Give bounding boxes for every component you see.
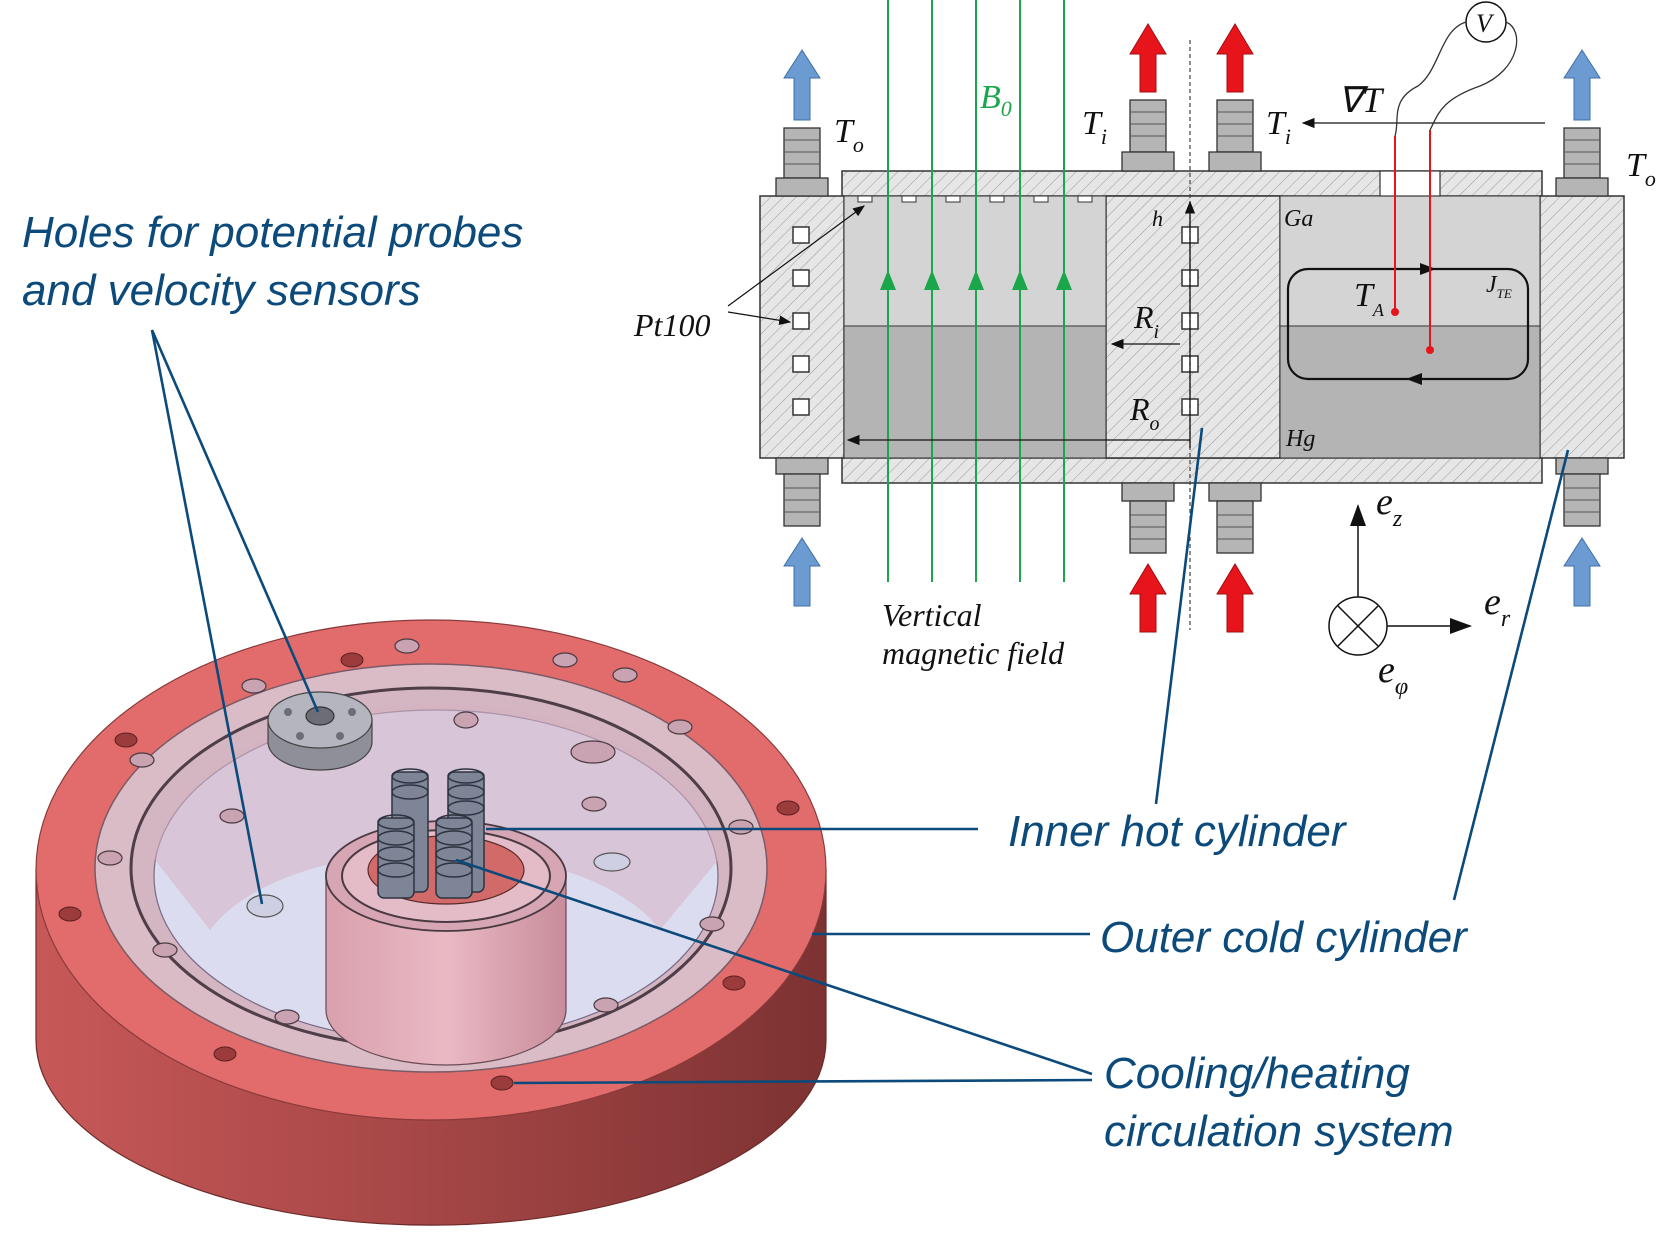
- ti-label-left: Ti: [1082, 105, 1107, 149]
- fittings: [775, 99, 1609, 554]
- cad-model: [35, 619, 827, 1226]
- gallium-layer-right: [1279, 195, 1541, 327]
- ta-label: TA: [1354, 277, 1385, 320]
- grad-t-label: ∇T: [1338, 80, 1385, 120]
- probe-wire-2: [1429, 21, 1518, 131]
- to-label-right: To: [1626, 147, 1656, 191]
- probe-wire-1: [1394, 21, 1467, 137]
- probe-tip-1: [1391, 308, 1399, 316]
- ri-label: Ri: [1133, 299, 1159, 343]
- er-label: er: [1484, 581, 1511, 632]
- ti-label-right: Ti: [1266, 105, 1291, 149]
- holes-callout-line2: and velocity sensors: [22, 266, 421, 315]
- cross-section-schematic: B0 To To Ti Ti ∇T V h Ga Hg Ri Ro TA JTE…: [633, 0, 1656, 700]
- pt100-label: Pt100: [633, 307, 710, 343]
- vertical-field-label-2: magnetic field: [882, 635, 1065, 671]
- field-arrowheads: [880, 270, 1072, 290]
- pt100-sensors-left: [792, 226, 810, 416]
- mercury-layer-right: [1279, 325, 1541, 459]
- ring-bolt-holes: [58, 652, 800, 1091]
- probe-tip-2: [1426, 346, 1434, 354]
- bottom-lid: [841, 457, 1543, 484]
- ez-label: ez: [1376, 481, 1403, 532]
- ephi-cross-b: [1337, 605, 1379, 647]
- cold-flow-arrows: [783, 49, 1601, 607]
- ro-label: Ro: [1129, 391, 1160, 435]
- inner-cylinder-callout: Inner hot cylinder: [1008, 807, 1348, 856]
- outer-cylinder-callout: Outer cold cylinder: [1100, 913, 1469, 962]
- coil-windings: [377, 768, 485, 878]
- cooling-callout-line1: Cooling/heating: [1104, 1049, 1410, 1098]
- loop-arrow-top: [1420, 263, 1436, 275]
- h-label: h: [1152, 206, 1163, 231]
- callout-leaders: [150, 329, 1570, 1085]
- jte-label: JTE: [1486, 272, 1512, 301]
- ga-label: Ga: [1284, 206, 1313, 232]
- er-arrowhead: [1450, 618, 1472, 634]
- pt100-leaders: [727, 205, 865, 326]
- holes-callout-line1: Holes for potential probes: [22, 208, 523, 257]
- hg-label: Hg: [1285, 426, 1315, 452]
- lid-holes: [97, 638, 754, 1045]
- vertical-field-label-1: Vertical: [882, 597, 982, 633]
- ephi-label: eφ: [1378, 649, 1408, 700]
- ez-arrowhead: [1350, 504, 1366, 526]
- loop-arrow-bottom: [1406, 373, 1422, 385]
- probe-flange: [267, 691, 373, 771]
- to-label-left: To: [834, 113, 864, 157]
- fitting-threads: [784, 111, 1600, 540]
- b0-label: B0: [980, 79, 1012, 121]
- hot-flow-arrows: [1129, 23, 1254, 633]
- voltmeter-label: V: [1476, 9, 1495, 38]
- lid-slots: [857, 195, 1093, 203]
- magnetic-field-lines: [887, 0, 1065, 582]
- outer-wall-right: [1539, 195, 1625, 459]
- cooling-callout-line2: circulation system: [1104, 1107, 1454, 1156]
